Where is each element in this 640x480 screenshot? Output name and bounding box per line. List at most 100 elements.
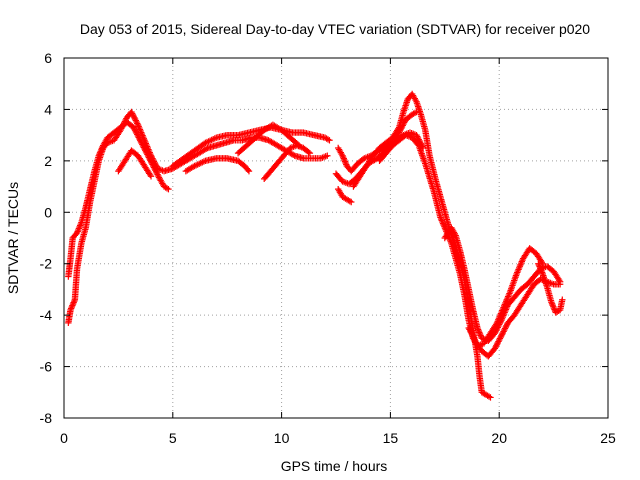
data-point <box>150 162 157 170</box>
data-point <box>342 159 349 167</box>
data-point <box>143 149 150 157</box>
data-point <box>131 127 139 134</box>
data-point <box>144 152 152 160</box>
data-point <box>70 299 77 306</box>
data-point <box>97 148 104 155</box>
data-point <box>494 324 501 331</box>
y-tick-label: -6 <box>40 359 53 375</box>
series-arc-7 <box>234 121 303 157</box>
data-point <box>147 157 154 164</box>
data-point <box>339 152 346 159</box>
data-point <box>466 327 474 335</box>
data-point <box>391 137 398 145</box>
data-point <box>474 326 482 333</box>
data-point <box>550 304 558 312</box>
data-point <box>477 332 484 339</box>
data-point <box>136 135 143 143</box>
y-tick-label: 4 <box>44 101 52 117</box>
data-point <box>496 336 503 344</box>
data-point <box>130 113 137 120</box>
data-point <box>144 151 151 158</box>
series-arc-6 <box>260 142 314 183</box>
data-point <box>491 345 499 352</box>
data-point <box>154 171 161 178</box>
data-point <box>468 330 475 337</box>
data-point <box>147 158 155 165</box>
data-point <box>77 220 84 228</box>
data-point <box>129 111 137 119</box>
data-point <box>466 326 473 333</box>
data-point <box>202 145 210 153</box>
data-point <box>499 329 507 337</box>
data-point <box>487 394 494 401</box>
data-point <box>305 148 312 156</box>
data-point <box>67 305 75 312</box>
data-point <box>69 300 77 308</box>
series-arc-13 <box>441 224 564 345</box>
data-point <box>411 109 419 117</box>
data-point <box>469 331 476 339</box>
data-point <box>550 303 557 310</box>
data-point <box>71 297 78 305</box>
data-point <box>476 329 483 336</box>
y-tick-label: 0 <box>44 204 52 220</box>
data-point <box>153 169 161 177</box>
data-point <box>537 264 544 272</box>
x-tick-label: 5 <box>169 430 177 446</box>
data-point <box>147 173 155 180</box>
data-point <box>538 259 545 266</box>
data-point <box>135 134 142 141</box>
data-point <box>73 229 81 237</box>
data-point <box>470 334 478 342</box>
data-point <box>475 327 482 335</box>
data-point <box>98 145 106 152</box>
series-arc-5 <box>182 155 253 175</box>
data-point <box>549 302 556 309</box>
data-point <box>413 131 420 139</box>
data-point <box>537 266 545 273</box>
data-point <box>148 159 155 167</box>
data-point <box>69 302 76 309</box>
data-point <box>138 139 145 147</box>
chart-title: Day 053 of 2015, Sidereal Day-to-day VTE… <box>80 21 590 37</box>
data-point <box>503 322 510 329</box>
data-point <box>139 141 146 148</box>
data-point <box>494 339 501 347</box>
series-arc-15 <box>535 260 566 316</box>
data-point <box>348 198 355 206</box>
data-point <box>152 167 159 174</box>
x-tick-label: 10 <box>274 430 290 446</box>
data-point <box>133 118 140 126</box>
data-point <box>324 152 331 159</box>
data-point <box>295 142 303 149</box>
data-point <box>548 300 556 307</box>
data-point <box>165 185 172 193</box>
data-point <box>339 153 347 161</box>
data-point <box>67 306 74 314</box>
data-point <box>485 393 493 400</box>
axis-ticks <box>63 57 609 419</box>
data-point <box>136 137 144 144</box>
data-point <box>146 155 153 163</box>
data-point <box>146 171 154 179</box>
data-point <box>399 122 406 129</box>
data-point <box>413 108 420 116</box>
data-point <box>392 136 399 143</box>
data-point <box>163 185 171 192</box>
data-point <box>492 343 499 351</box>
data-point <box>493 325 501 333</box>
data-point <box>131 114 138 121</box>
data-point <box>465 324 472 332</box>
data-point <box>95 152 103 159</box>
data-point <box>137 138 145 145</box>
data-point <box>245 167 253 175</box>
data-point <box>397 126 404 133</box>
data-point <box>495 338 502 345</box>
data-point <box>145 154 153 161</box>
data-point <box>134 132 142 140</box>
data-point <box>294 141 301 148</box>
data-point <box>497 318 504 325</box>
series-arc-12 <box>376 108 420 165</box>
plot-border <box>63 57 609 419</box>
